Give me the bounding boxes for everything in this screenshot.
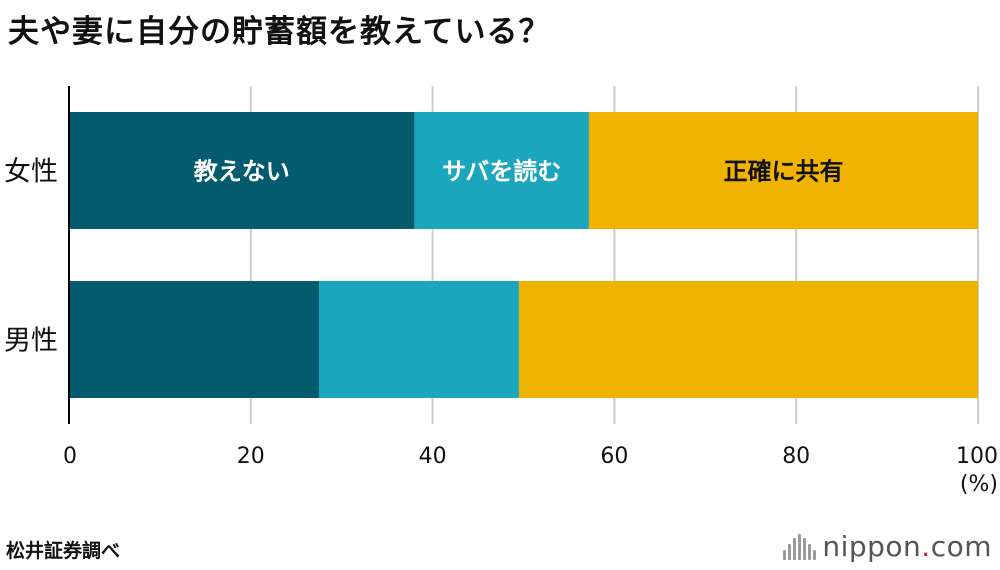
logo-tld: com <box>930 530 992 563</box>
bar-male-series-2 <box>518 281 978 398</box>
bar-label-2: 正確に共有 <box>723 158 843 186</box>
logo-dot: . <box>921 530 931 563</box>
nippon-logo: nippon.com <box>783 530 992 563</box>
category-label-1: 男性 <box>4 326 58 357</box>
source-note: 松井証券調べ <box>6 540 121 562</box>
logo-name: nippon <box>822 530 922 563</box>
bar-male-series-0 <box>69 281 319 398</box>
bar-label-1: サバを読む <box>442 158 561 186</box>
x-tick-label-60: 60 <box>600 444 628 469</box>
bar-label-0: 教えない <box>194 158 290 186</box>
nippon-logo-icon <box>783 533 817 560</box>
bar-female-series-2 <box>588 112 978 229</box>
bar-female-series-0 <box>69 112 415 229</box>
x-tick-label-80: 80 <box>782 444 810 469</box>
chart-title: 夫や妻に自分の貯蓄額を教えている？ <box>8 14 551 50</box>
bar-female-series-1 <box>414 112 589 229</box>
x-tick-label-40: 40 <box>419 444 447 469</box>
x-tick-label-100: 100 <box>956 444 998 469</box>
x-tick-label-20: 20 <box>237 444 265 469</box>
category-label-0: 女性 <box>4 157 58 188</box>
bar-male-series-1 <box>318 281 519 398</box>
x-unit-label: (%) <box>960 472 998 497</box>
x-tick-label-0: 0 <box>63 444 77 469</box>
